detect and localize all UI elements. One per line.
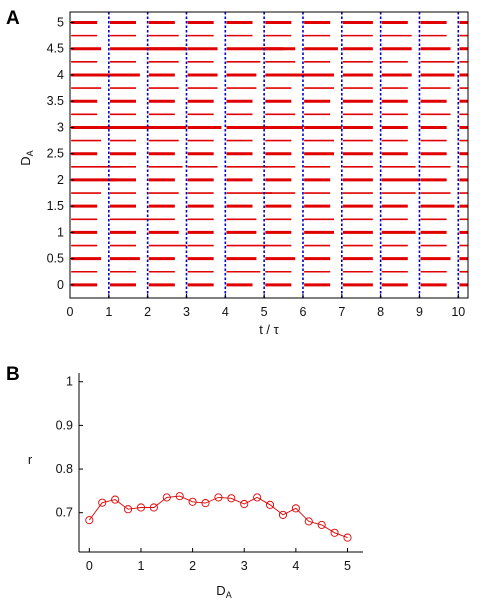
y-axis-label-main: D [18, 156, 33, 165]
x-axis-label-sub: A [226, 590, 232, 600]
x-tick-label: 0 [67, 305, 74, 319]
data-point [330, 528, 339, 537]
x-tick-label: 6 [299, 305, 306, 319]
data-point [240, 499, 249, 509]
x-tick-label: 3 [183, 305, 190, 319]
y-tick-label: 1.5 [47, 199, 64, 213]
raster-plot: 0 1 2 3 4 5 6 7 8 9 10 0 0.5 1 1.5 2 2.5 3 3.5 4 4.5 5 t / τ… [18, 11, 469, 337]
data-point [175, 492, 184, 501]
x-tick-label: 4 [292, 559, 299, 573]
x-ticks: 0 1 2 3 4 5 [86, 548, 351, 573]
x-tick-label: 8 [377, 305, 384, 319]
data-point [253, 493, 262, 502]
x-tick-label: 1 [105, 305, 112, 319]
x-tick-label: 2 [189, 559, 196, 573]
data-point [136, 503, 146, 512]
y-tick-label: 5 [57, 15, 64, 29]
data-point [266, 500, 275, 509]
y-axis-label: DA [18, 150, 35, 165]
x-axis-label-main: D [216, 583, 225, 598]
data-point [124, 505, 133, 514]
y-ticks: 0 0.5 1 1.5 2 2.5 3 3.5 4 4.5 5 [47, 15, 74, 292]
data-point [85, 516, 94, 525]
svg-text:DA: DA [18, 150, 35, 165]
data-point [278, 510, 288, 519]
data-point [227, 494, 236, 503]
x-axis-label: DA [216, 583, 231, 600]
data-point [291, 504, 300, 513]
y-ticks: 0.7 0.8 0.9 1 [56, 375, 83, 520]
y-axis-label-sub: A [25, 150, 35, 156]
line-plot: 0 1 2 3 4 5 0.7 0.8 0.9 1 DA r [28, 373, 363, 600]
x-tick-label: 0 [86, 559, 93, 573]
x-tick-label: 2 [144, 305, 151, 319]
data-point [162, 493, 171, 502]
panel-b-label: B [6, 364, 20, 385]
data-point [343, 533, 352, 542]
data-point [304, 517, 313, 526]
x-tick-label: 5 [261, 305, 268, 319]
y-tick-label: 0.7 [56, 506, 73, 520]
y-tick-label: 1 [57, 225, 64, 239]
y-tick-label: 2 [57, 173, 64, 187]
data-point [317, 520, 326, 529]
data-point [149, 503, 158, 512]
y-tick-label: 3.5 [47, 94, 64, 108]
x-tick-label: 10 [451, 305, 465, 319]
y-tick-label: 1 [66, 375, 73, 389]
y-tick-label: 4.5 [47, 42, 64, 56]
y-tick-label: 0 [57, 278, 64, 292]
data-point [214, 493, 223, 502]
series-line [88, 495, 348, 539]
y-tick-label: 4 [57, 68, 64, 82]
data-point [98, 498, 107, 507]
y-axis-label: r [28, 452, 33, 467]
x-tick-label: 9 [416, 305, 423, 319]
x-tick-label: 1 [137, 559, 144, 573]
x-tick-label: 7 [338, 305, 345, 319]
y-tick-label: 2.5 [47, 147, 64, 161]
x-tick-label: 4 [222, 305, 229, 319]
data-point [201, 499, 210, 508]
svg-text:DA: DA [216, 583, 231, 600]
data-point [188, 497, 197, 506]
y-tick-label: 0.5 [47, 252, 64, 266]
data-point [111, 495, 120, 504]
raster-plot-frame [69, 11, 469, 299]
x-tick-label: 3 [241, 559, 248, 573]
panel-a-label: A [6, 8, 20, 29]
y-tick-label: 0.9 [56, 418, 73, 432]
x-tick-label: 5 [344, 559, 351, 573]
x-ticks: 0 1 2 3 4 5 6 7 8 9 10 [67, 294, 465, 319]
series-r [85, 492, 352, 542]
y-tick-label: 0.8 [56, 462, 73, 476]
y-tick-label: 3 [57, 120, 64, 134]
burst-bars [71, 20, 468, 287]
x-axis-label: t / τ [259, 322, 279, 337]
